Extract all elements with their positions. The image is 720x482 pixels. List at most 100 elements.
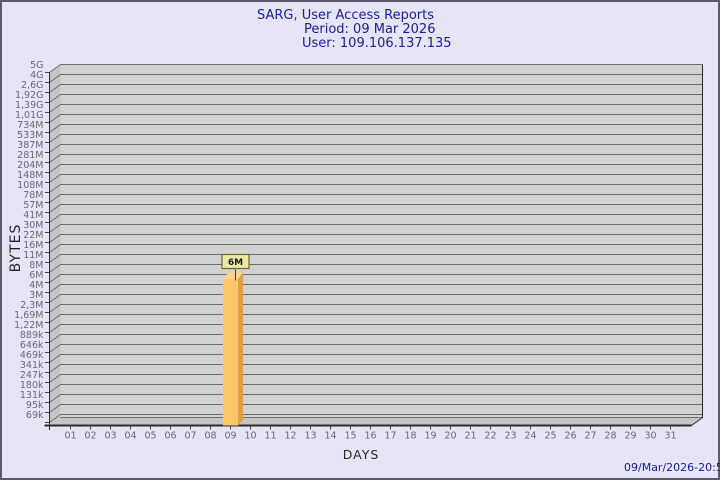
y-axis-tick-label: 69k — [26, 410, 44, 421]
chart-3d-walls — [49, 64, 703, 426]
y-axis-tick-label: 5G — [30, 60, 43, 71]
y-axis-tick-label: 78M — [23, 190, 43, 201]
wall-diagonal — [49, 114, 61, 123]
wall-diagonal — [49, 414, 61, 423]
chart-tick-labels: 5G4G2,6G1,92G1,39G1,01G734M533M387M281M2… — [14, 60, 676, 442]
y-axis-tick-label: 734M — [17, 120, 43, 131]
wall-diagonal — [49, 94, 61, 103]
y-axis-tick-label: 1,69M — [14, 310, 43, 321]
report-title: SARG, User Access Reports — [257, 8, 435, 23]
y-axis-tick-label: 1,22M — [14, 320, 43, 331]
y-axis-tick-label: 108M — [17, 180, 43, 191]
y-axis-tick-label: 646k — [20, 340, 44, 351]
x-axis-tick-label: 10 — [244, 431, 256, 442]
wall-diagonal — [49, 284, 61, 293]
y-axis-tick-label: 247k — [20, 370, 44, 381]
wall-diagonal — [49, 354, 61, 363]
y-axis-tick-label: 281M — [17, 150, 43, 161]
y-axis-tick-label: 131k — [20, 390, 44, 401]
report-user: User: 109.106.137.135 — [302, 36, 452, 51]
floor — [49, 417, 703, 426]
wall-diagonal — [49, 364, 61, 373]
wall-diagonal — [49, 104, 61, 113]
wall-diagonal — [49, 394, 61, 403]
x-axis-tick-label: 18 — [404, 431, 416, 442]
bar-side-face — [238, 272, 243, 426]
wall-diagonal — [49, 224, 61, 233]
x-axis-tick-label: 17 — [384, 431, 396, 442]
wall-diagonal — [49, 204, 61, 213]
y-axis-tick-label: 8M — [29, 260, 43, 271]
wall-diagonal — [49, 274, 61, 283]
x-axis-tick-label: 14 — [324, 431, 336, 442]
y-axis-tick-label: 95k — [26, 400, 44, 411]
wall-diagonal — [49, 144, 61, 153]
y-axis-tick-label: 341k — [20, 360, 44, 371]
wall-diagonal — [49, 124, 61, 133]
y-axis-tick-label: 22M — [23, 230, 43, 241]
wall-diagonal — [49, 234, 61, 243]
y-axis-tick-label: 2,3M — [20, 300, 43, 311]
y-axis-tick-label: 4G — [30, 70, 43, 81]
y-axis-tick-label: 57M — [23, 200, 43, 211]
generation-timestamp: 09/Mar/2026-20:53 — [624, 461, 720, 474]
y-axis-tick-label: 180k — [20, 380, 44, 391]
x-axis-tick-label: 09 — [224, 431, 236, 442]
plot-area — [60, 64, 703, 418]
y-axis-tick-label: 1,39G — [15, 100, 44, 111]
x-axis-tick-label: 15 — [344, 431, 356, 442]
wall-diagonal — [49, 134, 61, 143]
chart-axis-titles: BYTES DAYS — [8, 224, 380, 462]
y-axis-tick-label: 1,01G — [15, 110, 44, 121]
y-axis-tick-label: 6M — [29, 270, 43, 281]
y-axis-tick-label: 533M — [17, 130, 43, 141]
chart-bars: 6M — [221, 253, 250, 426]
x-axis-tick-label: 04 — [124, 431, 136, 442]
x-axis-tick-label: 23 — [504, 431, 516, 442]
x-axis-tick-label: 11 — [264, 431, 276, 442]
x-axis-tick-label: 25 — [544, 431, 556, 442]
x-axis-tick-label: 03 — [104, 431, 116, 442]
wall-diagonal — [49, 84, 61, 93]
y-axis-tick-label: 387M — [17, 140, 43, 151]
y-axis-tick-label: 204M — [17, 160, 43, 171]
y-axis-tick-label: 1,92G — [15, 90, 44, 101]
x-axis-tick-label: 07 — [184, 431, 196, 442]
wall-diagonal — [49, 334, 61, 343]
x-axis-tick-label: 08 — [204, 431, 216, 442]
x-axis-tick-label: 28 — [604, 431, 616, 442]
y-axis-tick-label: 4M — [29, 280, 43, 291]
wall-diagonal — [49, 344, 61, 353]
x-axis-tick-label: 31 — [664, 431, 676, 442]
x-axis-tick-label: 29 — [624, 431, 636, 442]
y-axis-tick-label: 469k — [20, 350, 44, 361]
left-wall — [49, 64, 61, 426]
y-axis-tick-label: 148M — [17, 170, 43, 181]
x-axis-title: DAYS — [343, 447, 380, 462]
wall-diagonal — [49, 184, 61, 193]
x-axis-tick-label: 16 — [364, 431, 376, 442]
x-axis-tick-label: 01 — [64, 431, 76, 442]
x-axis-tick-label: 22 — [484, 431, 496, 442]
wall-diagonal — [49, 304, 61, 313]
bar-value-label: 6M — [228, 258, 243, 268]
report-period: Period: 09 Mar 2026 — [304, 22, 436, 37]
x-axis-tick-label: 19 — [424, 431, 436, 442]
wall-diagonal — [49, 324, 61, 333]
x-axis-tick-label: 13 — [304, 431, 316, 442]
x-axis-tick-label: 30 — [644, 431, 656, 442]
y-axis-tick-label: 2,6G — [21, 80, 43, 91]
x-axis-tick-label: 05 — [144, 431, 156, 442]
wall-diagonal — [49, 64, 61, 73]
wall-diagonal — [49, 194, 61, 203]
wall-diagonal — [49, 374, 61, 383]
wall-diagonal — [49, 384, 61, 393]
y-axis-tick-label: 30M — [23, 220, 43, 231]
wall-diagonal — [49, 404, 61, 413]
wall-diagonal — [49, 154, 61, 163]
y-axis-tick-label: 11M — [23, 250, 43, 261]
wall-diagonal — [49, 244, 61, 253]
wall-diagonal — [49, 164, 61, 173]
x-axis-tick-label: 27 — [584, 431, 596, 442]
chart-gridlines — [49, 64, 703, 423]
